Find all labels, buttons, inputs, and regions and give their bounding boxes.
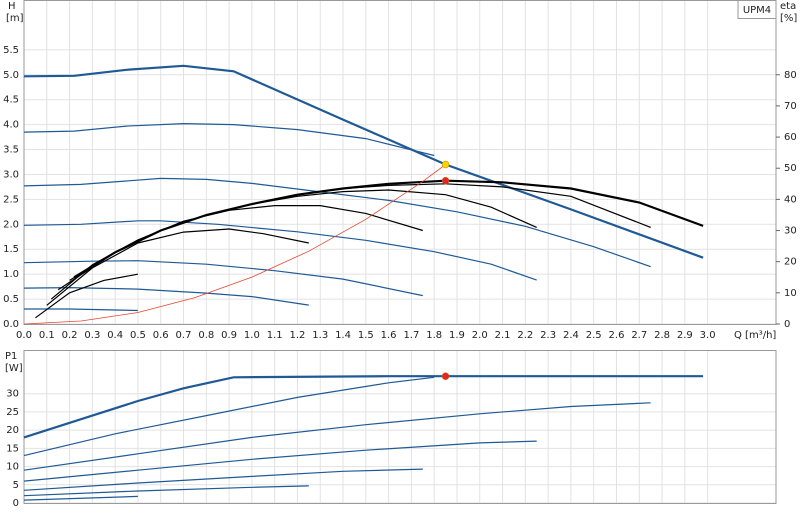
x-tick-label: 2.8 bbox=[654, 330, 670, 341]
y-label: P1 bbox=[5, 351, 17, 362]
y2-tick-label: 70 bbox=[784, 101, 797, 112]
x-tick-label: 0.3 bbox=[84, 330, 100, 341]
y2-tick-label: 50 bbox=[784, 163, 797, 174]
y-unit: [W] bbox=[5, 363, 23, 374]
x-tick-label: 1.3 bbox=[312, 330, 328, 341]
curve bbox=[24, 308, 138, 312]
curve bbox=[23, 260, 423, 297]
bottom-plot-frame bbox=[23, 350, 777, 504]
y-tick-label: 2.0 bbox=[3, 219, 19, 230]
y-tick-label: 30 bbox=[6, 389, 19, 400]
y-tick-label: 4.0 bbox=[3, 120, 19, 131]
y-tick-label: 4.5 bbox=[3, 95, 19, 106]
y-tick-label: 1.5 bbox=[3, 244, 19, 255]
y-tick-label: 20 bbox=[6, 425, 19, 436]
x-tick-label: 2.4 bbox=[563, 330, 579, 341]
x-tick-label: 0.2 bbox=[62, 330, 78, 341]
x-tick-label: 1.8 bbox=[426, 330, 442, 341]
x-tick-label: 1.4 bbox=[335, 330, 351, 341]
title-box bbox=[737, 0, 777, 19]
y-unit: [m] bbox=[6, 13, 24, 24]
x-tick-label: 0.7 bbox=[176, 330, 192, 341]
x-tick-label: 2.2 bbox=[517, 330, 533, 341]
y2-tick-label: 30 bbox=[784, 226, 797, 237]
x-tick-label: 1.5 bbox=[358, 330, 374, 341]
x-label: Q [m³/h] bbox=[734, 330, 776, 341]
efficiency-curve bbox=[50, 205, 423, 300]
curve bbox=[23, 220, 537, 281]
x-tick-label: 1.6 bbox=[381, 330, 397, 341]
x-tick-label: 2.5 bbox=[586, 330, 602, 341]
y-tick-label: 25 bbox=[6, 407, 19, 418]
y2-tick-label: 40 bbox=[784, 194, 797, 205]
y-tick-label: 1.0 bbox=[3, 269, 19, 280]
curve bbox=[23, 495, 138, 501]
x-tick-label: 0.1 bbox=[39, 330, 55, 341]
x-tick-label: 1.9 bbox=[449, 330, 465, 341]
x-tick-label: 0.9 bbox=[221, 330, 237, 341]
efficiency-curve bbox=[46, 228, 309, 306]
operating-point bbox=[441, 176, 450, 185]
y2-unit: [%] bbox=[780, 13, 797, 24]
x-tick-label: 1.1 bbox=[267, 330, 283, 341]
x-tick-label: 0.5 bbox=[130, 330, 146, 341]
y-label: H bbox=[8, 1, 16, 12]
y-tick-label: 0.5 bbox=[3, 294, 19, 305]
y-tick-label: 3.5 bbox=[3, 145, 19, 156]
y-tick-label: 3.0 bbox=[3, 169, 19, 180]
y-tick-label: 0.0 bbox=[3, 319, 19, 330]
y2-label: eta bbox=[780, 1, 796, 12]
curve bbox=[23, 468, 423, 491]
top-plot-frame bbox=[23, 0, 777, 325]
y-tick-label: 0 bbox=[13, 498, 19, 509]
operating-point bbox=[441, 372, 450, 380]
curve bbox=[23, 402, 651, 471]
curve bbox=[23, 286, 309, 306]
x-tick-label: 0.6 bbox=[153, 330, 169, 341]
curve bbox=[23, 375, 704, 439]
efficiency-curve bbox=[57, 189, 537, 291]
y-tick-label: 10 bbox=[6, 462, 19, 473]
x-tick-label: 0.8 bbox=[198, 330, 214, 341]
y-tick-label: 5.5 bbox=[3, 45, 19, 56]
x-tick-label: 1.0 bbox=[244, 330, 260, 341]
y2-tick-label: 0 bbox=[784, 319, 790, 330]
curve bbox=[23, 64, 704, 259]
curve bbox=[23, 440, 537, 482]
curve bbox=[23, 485, 309, 497]
y-tick-label: 15 bbox=[6, 443, 19, 454]
x-tick-label: 0.0 bbox=[16, 330, 32, 341]
grid-layer bbox=[23, 0, 776, 504]
x-tick-label: 2.1 bbox=[495, 330, 511, 341]
x-tick-label: 0.4 bbox=[107, 330, 123, 341]
curve bbox=[23, 164, 446, 325]
y-tick-label: 5.0 bbox=[3, 70, 19, 81]
x-tick-label: 2.3 bbox=[540, 330, 556, 341]
x-tick-label: 2.9 bbox=[677, 330, 693, 341]
curve bbox=[23, 376, 435, 457]
x-tick-label: 2.6 bbox=[609, 330, 625, 341]
x-tick-label: 1.7 bbox=[403, 330, 419, 341]
x-tick-label: 3.0 bbox=[700, 330, 716, 341]
x-tick-label: 2.0 bbox=[472, 330, 488, 341]
y2-tick-label: 20 bbox=[784, 257, 797, 268]
efficiency-curve bbox=[35, 273, 139, 319]
operating-point bbox=[441, 160, 450, 169]
curve bbox=[23, 122, 435, 157]
y-tick-label: 5 bbox=[13, 480, 19, 491]
y2-tick-label: 60 bbox=[784, 132, 797, 143]
x-tick-label: 1.2 bbox=[290, 330, 306, 341]
x-tick-label: 2.7 bbox=[631, 330, 647, 341]
y2-tick-label: 80 bbox=[784, 70, 797, 81]
chart-title: UPM4 bbox=[743, 5, 771, 16]
y2-tick-label: 10 bbox=[784, 288, 797, 299]
y-tick-label: 2.5 bbox=[3, 194, 19, 205]
